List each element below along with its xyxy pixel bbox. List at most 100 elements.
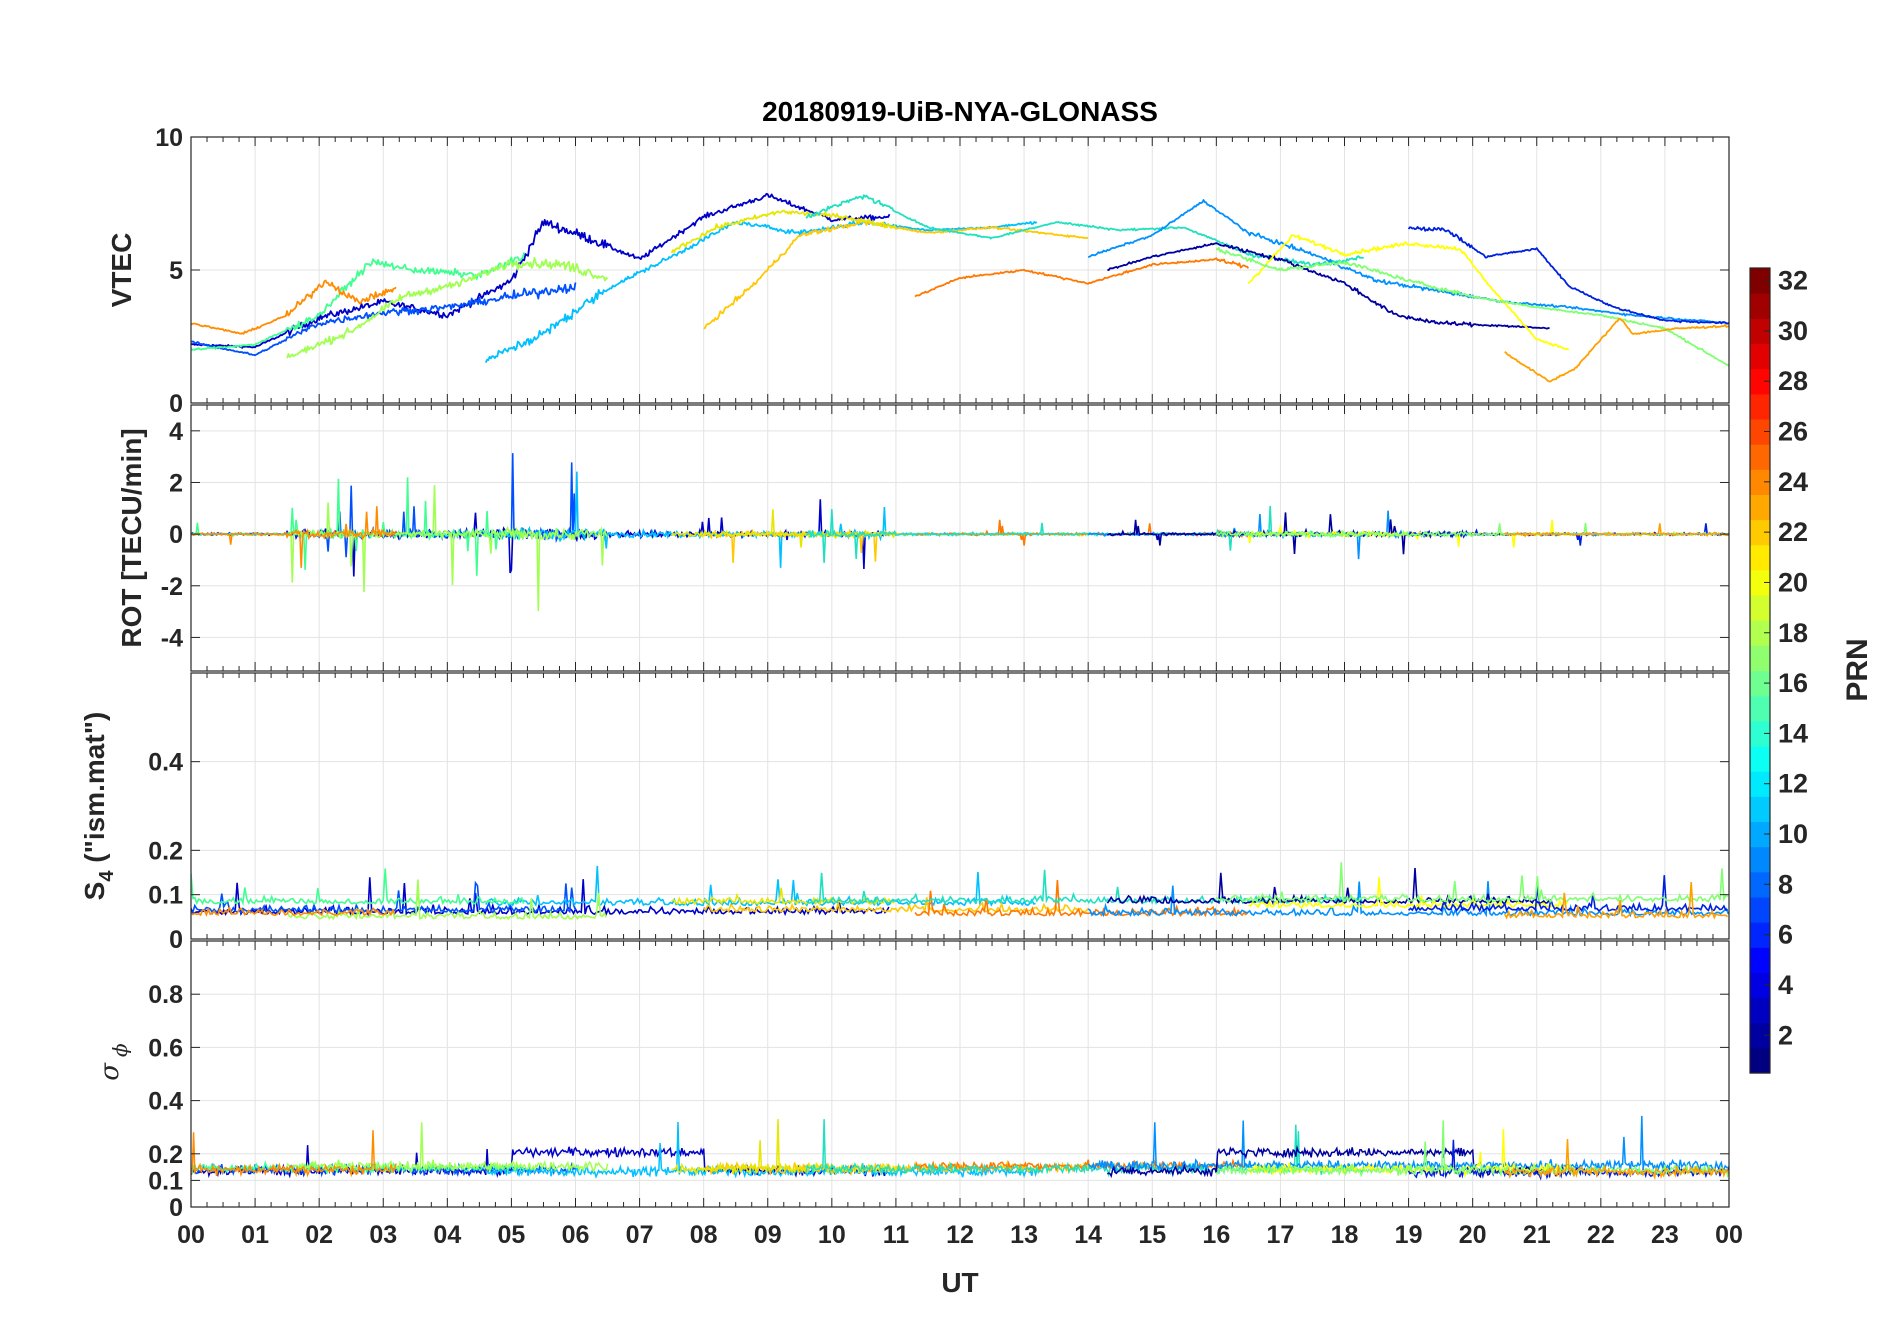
colorbar-band bbox=[1750, 645, 1770, 672]
colorbar-tick-label: 4 bbox=[1778, 970, 1793, 1000]
rot-series-prn-14 bbox=[805, 505, 1365, 563]
chart-title: 20180919-UiB-NYA-GLONASS bbox=[762, 96, 1158, 127]
colorbar-band bbox=[1750, 569, 1770, 596]
x-tick-label: 09 bbox=[754, 1221, 782, 1249]
colorbar-tick-label: 10 bbox=[1778, 819, 1808, 849]
colorbar-band bbox=[1750, 1047, 1770, 1074]
y-tick-label: 0.8 bbox=[148, 981, 183, 1009]
y-tick-label: 0.2 bbox=[148, 837, 183, 865]
sigma-series-prn-20 bbox=[671, 1118, 897, 1177]
colorbar-tick-label: 12 bbox=[1778, 769, 1808, 799]
s4-series-prn-22 bbox=[1503, 882, 1729, 920]
axes-box-rot bbox=[190, 404, 1730, 672]
colorbar-band bbox=[1750, 368, 1770, 395]
sigma-series-prn-17 bbox=[1215, 1120, 1729, 1179]
y-label-s4-sub: 4 bbox=[96, 870, 118, 882]
colorbar-label: PRN bbox=[1841, 638, 1874, 701]
series-vtec bbox=[191, 192, 1729, 383]
colorbar-band bbox=[1750, 620, 1770, 646]
colorbar-band bbox=[1750, 418, 1770, 445]
colorbar-band bbox=[1750, 519, 1770, 546]
colorbar-band bbox=[1750, 293, 1770, 319]
x-tick-label: 20 bbox=[1459, 1221, 1487, 1249]
y-tick-label: 0 bbox=[169, 390, 183, 418]
colorbar-band bbox=[1750, 771, 1770, 797]
panel-vtec: 0 5 10 VTEC bbox=[106, 124, 1730, 418]
colorbar-band bbox=[1750, 494, 1770, 521]
grid-vtec bbox=[191, 136, 1729, 403]
colorbar-tick-label: 14 bbox=[1778, 718, 1808, 748]
colorbar-band bbox=[1750, 745, 1770, 772]
y-tick-label: 5 bbox=[169, 257, 183, 285]
ticks-s4: 0 0.1 0.2 0.4 bbox=[148, 673, 1730, 954]
x-tick-label: 06 bbox=[562, 1221, 590, 1249]
vtec-series-prn-12 bbox=[484, 218, 1038, 363]
x-tick-label: 16 bbox=[1202, 1221, 1230, 1249]
ticks-sigma: 00.10.2 0.4 0.6 0.8 bbox=[148, 941, 1730, 1222]
s4-series-prn-17 bbox=[1215, 862, 1729, 904]
y-tick-label: 0 bbox=[169, 521, 183, 549]
vtec-series-prn-16 bbox=[191, 252, 526, 351]
colorbar-band bbox=[1750, 896, 1770, 923]
axes-box-vtec bbox=[190, 136, 1730, 404]
s4-series-prn-7 bbox=[191, 880, 577, 915]
x-tick-label: 22 bbox=[1587, 1221, 1615, 1249]
series-sigma bbox=[191, 1115, 1729, 1181]
grid-s4 bbox=[191, 673, 1729, 939]
vtec-series-prn-20 bbox=[670, 209, 897, 254]
axes-box-sigma bbox=[190, 940, 1730, 1208]
s4-series-prn-19 bbox=[1248, 877, 1569, 910]
rot-series-prn-17 bbox=[1215, 522, 1729, 539]
series-s4 bbox=[191, 862, 1729, 921]
vtec-series-prn-14 bbox=[805, 194, 1365, 268]
colorbar-band bbox=[1750, 1022, 1770, 1049]
y-tick-label: -2 bbox=[161, 573, 183, 601]
x-tick-label: 07 bbox=[626, 1221, 654, 1249]
x-tick-label: 05 bbox=[498, 1221, 526, 1249]
y-tick-label: 2 bbox=[169, 469, 183, 497]
panel-rot: -4 -2 0 2 4 ROT [TECU/min] bbox=[116, 404, 1730, 672]
x-tick-label: 17 bbox=[1267, 1221, 1295, 1249]
x-tick-label: 19 bbox=[1395, 1221, 1423, 1249]
colorbar-band bbox=[1750, 268, 1770, 294]
colorbar-band bbox=[1750, 343, 1770, 370]
y-tick-label: 0.4 bbox=[148, 749, 183, 777]
y-tick-label: 0.1 bbox=[148, 1167, 183, 1195]
colorbar-frame bbox=[1749, 267, 1771, 1074]
colorbar-band bbox=[1750, 922, 1770, 948]
colorbar-band bbox=[1750, 846, 1770, 873]
y-label-sigma-main: σ bbox=[95, 1062, 125, 1081]
colorbar-tick-label: 22 bbox=[1778, 517, 1808, 547]
colorbar-band bbox=[1750, 469, 1770, 496]
y-tick-label: 0 bbox=[169, 926, 183, 954]
panel-s4: 0 0.1 0.2 0.4 S4 ("ism.mat") bbox=[79, 672, 1730, 954]
x-axis-label: UT bbox=[941, 1267, 978, 1298]
sigma-series-prn-10 bbox=[1087, 1115, 1729, 1173]
x-tick-labels: 00 01 02 03 04 05 06 07 08 09 10 11 12 13 14 15 16 17 18 19… bbox=[177, 1221, 1743, 1249]
vtec-series-prn-18 bbox=[286, 256, 609, 359]
rot-series-prn-18 bbox=[286, 485, 609, 612]
colorbar-band bbox=[1750, 695, 1770, 722]
colorbar-tick-label: 20 bbox=[1778, 567, 1808, 597]
colorbar-band bbox=[1750, 544, 1770, 571]
y-tick-label: 0 bbox=[169, 1194, 183, 1222]
y-tick-label: 10 bbox=[155, 124, 183, 152]
colorbar-band bbox=[1750, 871, 1770, 898]
colorbar-tick-label: 30 bbox=[1778, 316, 1808, 346]
colorbar-tick-label: 16 bbox=[1778, 668, 1808, 698]
s4-series-prn-16 bbox=[191, 868, 525, 906]
s4-series-prn-21 bbox=[703, 897, 1089, 915]
vtec-series-prn-5 bbox=[1407, 226, 1729, 325]
x-tick-label: 23 bbox=[1651, 1221, 1679, 1249]
colorbar-tick-label: 24 bbox=[1778, 467, 1808, 497]
x-tick-label: 08 bbox=[690, 1221, 718, 1249]
y-label-sigma-sub: ϕ bbox=[108, 1043, 132, 1057]
y-tick-label: 0.1 bbox=[148, 882, 183, 910]
y-tick-label: 0.6 bbox=[148, 1034, 183, 1062]
vtec-series-prn-3 bbox=[191, 192, 891, 349]
rot-series-prn-22 bbox=[1504, 523, 1729, 538]
x-tick-label: 15 bbox=[1138, 1221, 1166, 1249]
